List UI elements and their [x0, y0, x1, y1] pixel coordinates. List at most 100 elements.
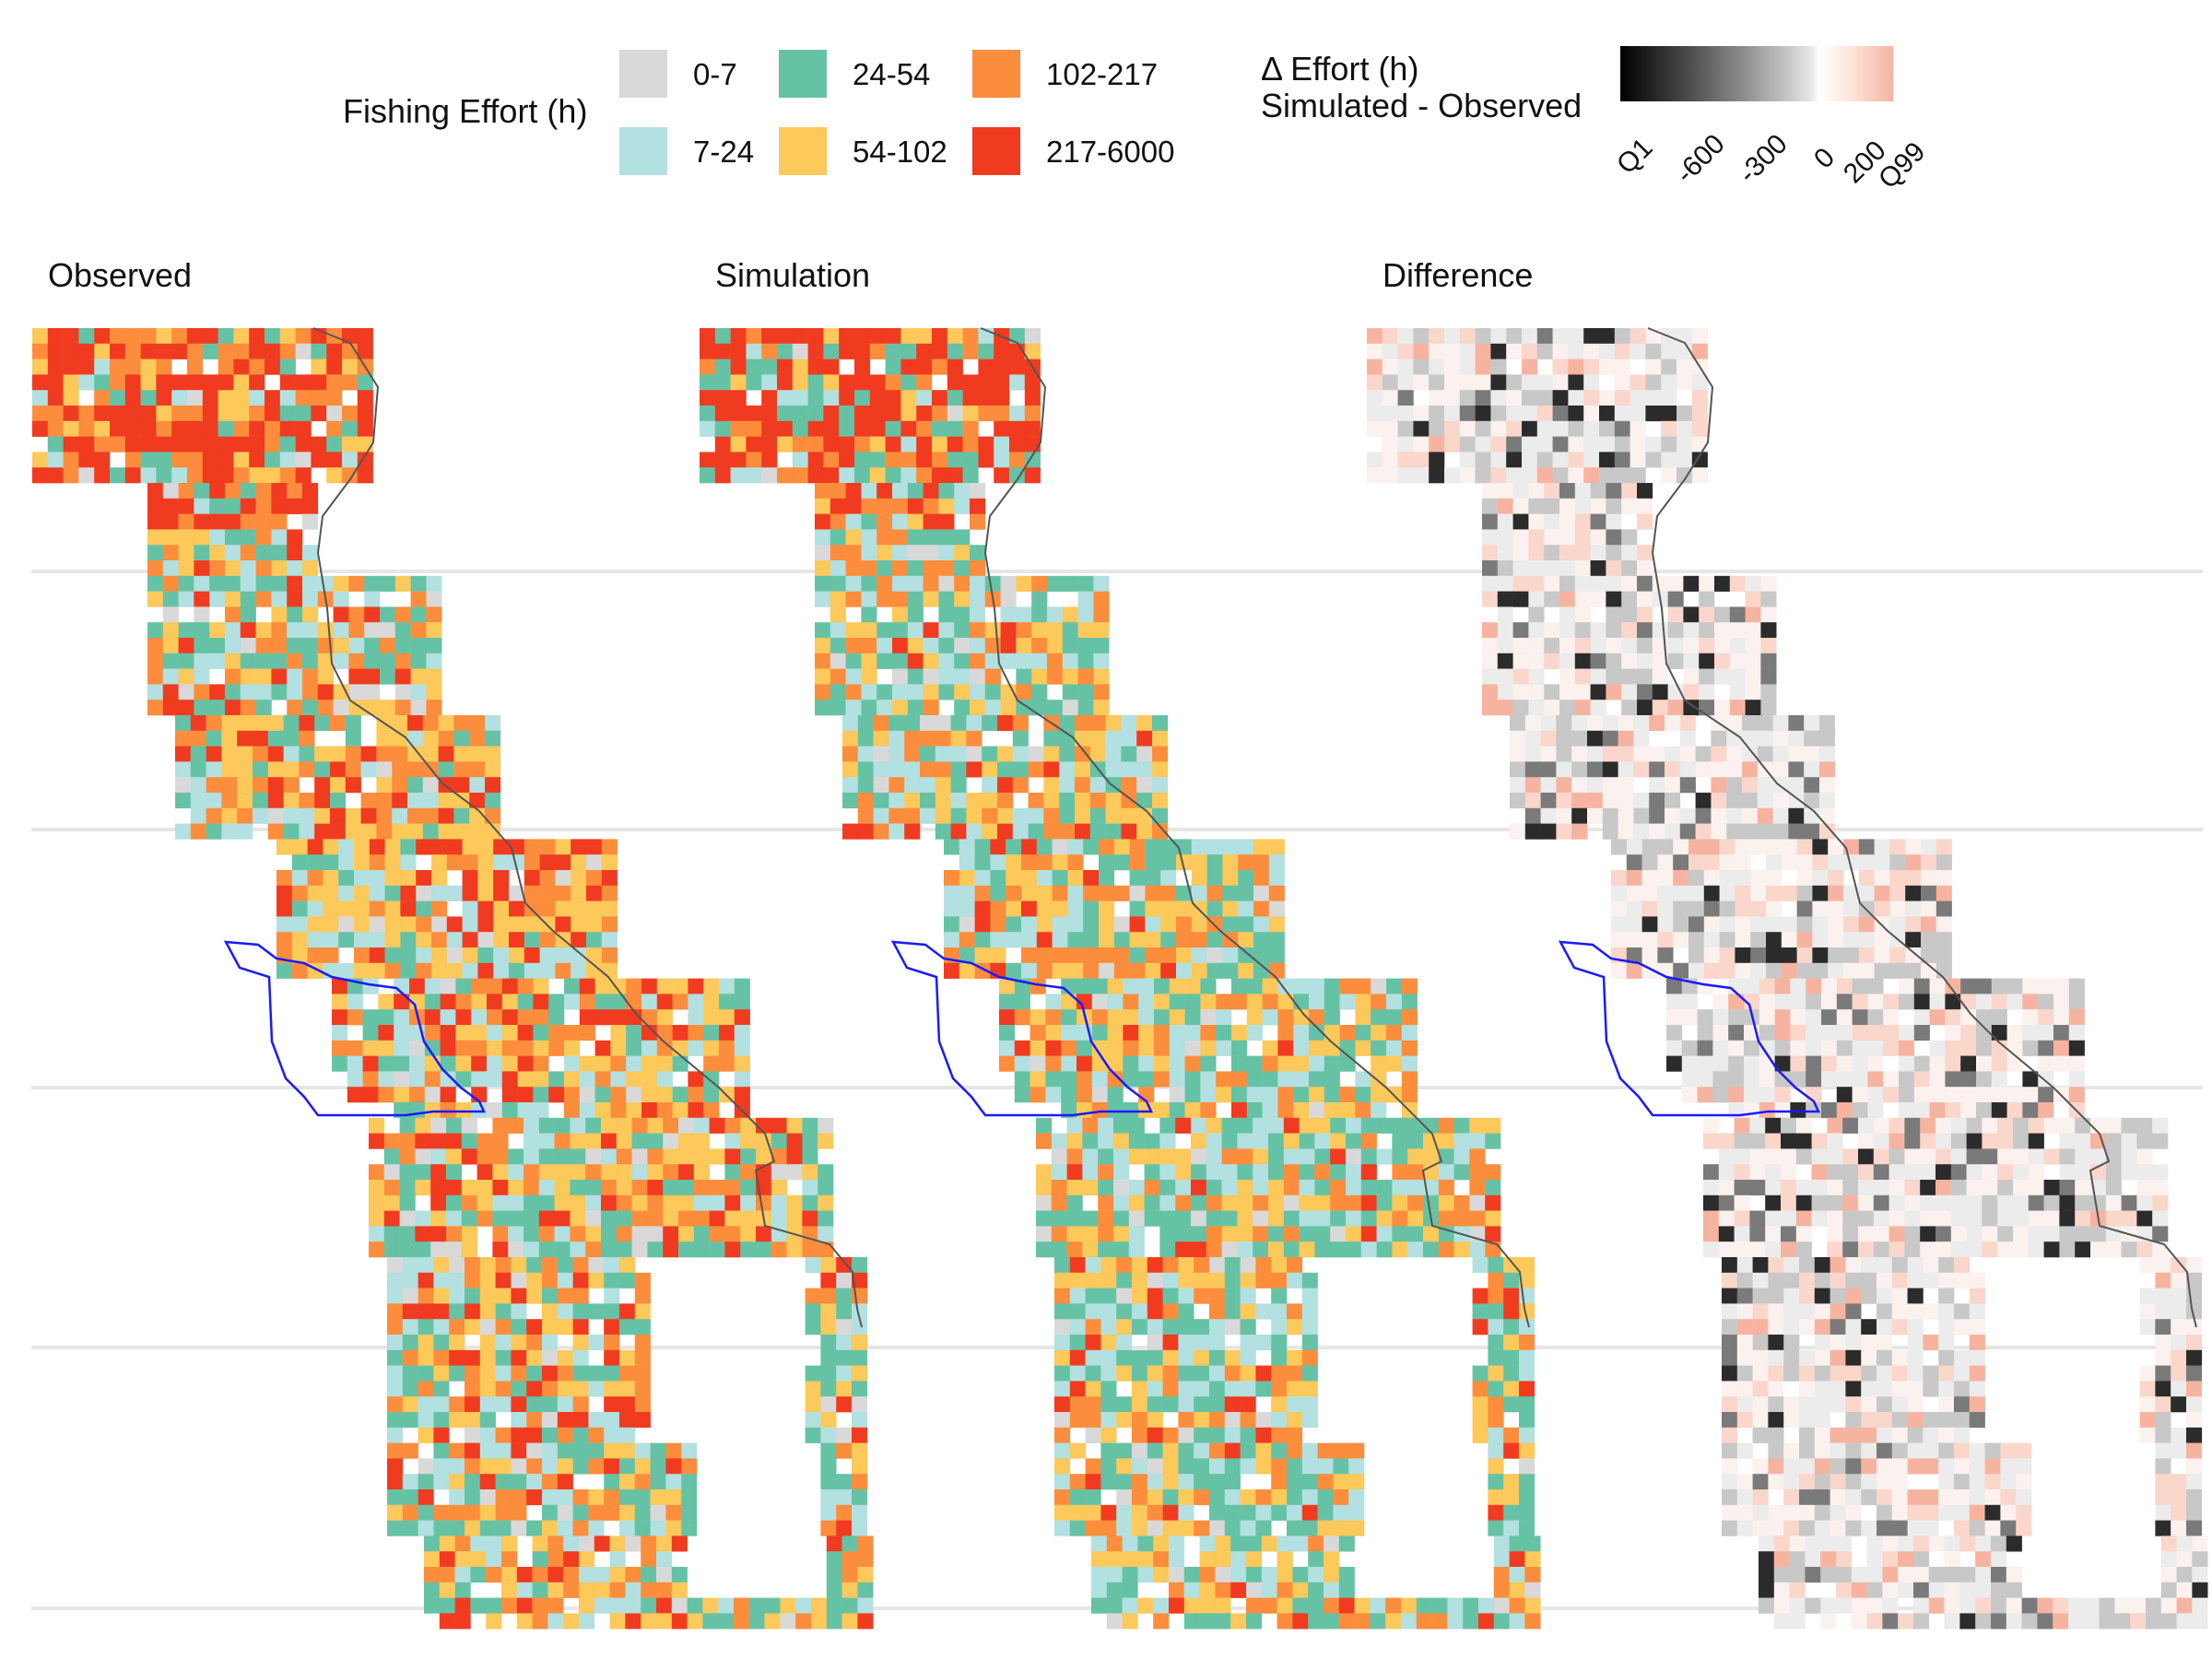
effort-cell: [982, 793, 998, 809]
difference-cell: [1923, 1442, 1939, 1459]
difference-cell: [2155, 1349, 2171, 1366]
effort-cell: [604, 1427, 620, 1443]
effort-cell: [465, 1303, 481, 1320]
effort-cell: [1253, 1117, 1269, 1134]
difference-cell: [1788, 793, 1805, 809]
difference-cell: [1760, 638, 1777, 654]
difference-cell: [1845, 1412, 1862, 1429]
effort-cell: [966, 807, 982, 824]
effort-cell: [1121, 777, 1137, 794]
effort-cell: [526, 1365, 543, 1382]
effort-cell: [1200, 1071, 1217, 1088]
effort-cell: [1333, 1520, 1349, 1536]
difference-cell: [1444, 328, 1461, 345]
effort-cell: [311, 406, 327, 422]
effort-cell: [302, 498, 319, 514]
difference-cell: [1667, 700, 1684, 716]
effort-cell: [206, 715, 222, 732]
difference-cell: [2136, 1117, 2153, 1134]
effort-cell: [526, 1288, 543, 1304]
difference-cell: [1618, 746, 1634, 762]
effort-cell: [564, 1087, 581, 1103]
effort-cell: [338, 916, 355, 933]
effort-cell: [1075, 730, 1091, 747]
effort-cell: [604, 1257, 620, 1274]
effort-cell: [1360, 1164, 1377, 1181]
difference-cell: [1559, 622, 1576, 639]
effort-cell: [1221, 1117, 1238, 1134]
effort-cell: [291, 885, 308, 901]
difference-cell: [1858, 1133, 1875, 1149]
effort-cell: [1231, 1102, 1248, 1119]
effort-cell: [178, 529, 194, 546]
difference-cell: [1599, 359, 1616, 375]
effort-cell: [1271, 1504, 1288, 1521]
difference-cell: [1969, 1504, 1985, 1521]
effort-cell: [888, 746, 905, 762]
effort-cell: [1054, 1504, 1071, 1521]
effort-cell: [954, 483, 971, 500]
difference-cell: [1703, 932, 1720, 948]
effort-cell: [802, 1117, 818, 1134]
effort-cell: [1132, 1412, 1148, 1429]
effort-cell: [1159, 1194, 1176, 1211]
effort-cell: [249, 452, 265, 468]
effort-cell: [283, 777, 300, 794]
difference-cell: [2022, 1087, 2039, 1103]
effort-cell: [1016, 575, 1032, 592]
effort-cell: [332, 1055, 348, 1072]
effort-cell: [453, 730, 470, 747]
effort-cell: [233, 467, 250, 484]
effort-cell: [634, 1520, 651, 1536]
effort-cell: [1253, 932, 1270, 948]
difference-cell: [1497, 622, 1513, 639]
difference-cell: [1536, 420, 1553, 437]
effort-cell: [357, 374, 373, 391]
effort-cell: [548, 1009, 565, 1026]
effort-cell: [907, 591, 924, 607]
effort-cell: [271, 653, 288, 669]
effort-cell: [585, 1241, 602, 1258]
difference-cell: [1812, 962, 1829, 979]
difference-cell: [1536, 406, 1553, 422]
difference-cell: [2028, 1210, 2044, 1227]
effort-cell: [526, 1381, 543, 1397]
effort-cell: [330, 761, 347, 778]
difference-cell: [1796, 839, 1813, 855]
effort-cell: [265, 467, 281, 484]
effort-cell: [283, 746, 300, 762]
difference-cell: [1821, 978, 1838, 994]
effort-cell: [1024, 436, 1041, 453]
effort-cell: [1132, 1442, 1148, 1459]
effort-cell: [1147, 1412, 1163, 1429]
effort-cell: [734, 1009, 750, 1026]
difference-cell: [1637, 545, 1653, 561]
effort-cell: [619, 1257, 636, 1274]
difference-cell: [1861, 1520, 1877, 1536]
difference-cell: [1920, 1226, 1936, 1242]
effort-cell: [1224, 1474, 1241, 1490]
effort-cell: [1128, 1180, 1145, 1196]
effort-cell: [140, 328, 157, 345]
effort-cell: [1030, 1055, 1046, 1072]
effort-cell: [1054, 1412, 1071, 1429]
difference-cell: [1552, 467, 1569, 484]
effort-cell: [557, 1412, 573, 1429]
effort-cell: [440, 1087, 456, 1103]
difference-cell: [2028, 1117, 2044, 1134]
difference-cell: [1645, 390, 1662, 406]
effort-cell: [1360, 1241, 1377, 1258]
effort-cell: [830, 529, 846, 546]
effort-cell: [984, 622, 1001, 639]
effort-cell: [792, 390, 808, 406]
effort-cell: [1147, 1489, 1163, 1506]
effort-cell: [1376, 1241, 1393, 1258]
effort-cell: [378, 1025, 394, 1041]
difference-cell: [1621, 684, 1638, 700]
difference-cell: [1413, 359, 1430, 375]
effort-cell: [1330, 1180, 1347, 1196]
difference-cell: [1574, 638, 1591, 654]
legend-label-54-102: 54-102: [853, 135, 947, 169]
effort-cell: [265, 452, 281, 468]
effort-cell: [877, 483, 893, 500]
